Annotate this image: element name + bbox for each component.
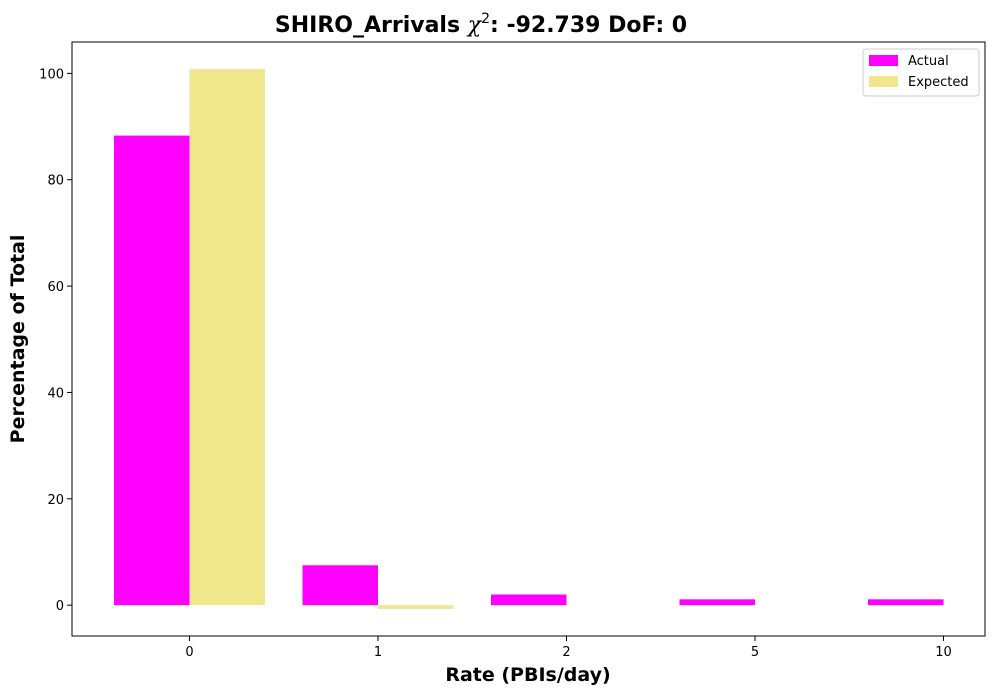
bar-actual-0 xyxy=(114,135,190,606)
y-tick-label-60: 60 xyxy=(47,280,64,295)
legend-swatch-expected xyxy=(869,76,898,87)
chart-title-chi: χ xyxy=(466,13,483,38)
bar-actual-10 xyxy=(868,599,944,606)
bar-actual-2 xyxy=(491,594,567,606)
x-axis-label: Rate (PBIs/day) xyxy=(445,664,610,686)
legend-label-expected: Expected xyxy=(908,75,969,90)
chart-title-sup: 2 xyxy=(481,11,490,27)
bar-actual-1 xyxy=(302,565,378,606)
y-axis-label: Percentage of Total xyxy=(7,235,29,444)
chart-title-prefix: SHIRO_Arrivals xyxy=(275,13,468,38)
chart-title-suffix: : -92.739 DoF: 0 xyxy=(490,13,687,38)
x-tick-label-1: 1 xyxy=(374,645,382,660)
axes-frame xyxy=(71,41,986,637)
x-tick-label-10: 10 xyxy=(935,645,952,660)
bar-expected-0 xyxy=(189,69,265,606)
legend-swatch-actual xyxy=(869,55,898,66)
y-tick-label-20: 20 xyxy=(47,493,64,508)
bar-expected-1 xyxy=(378,605,454,609)
y-tick-label-0: 0 xyxy=(56,599,64,614)
legend-label-actual: Actual xyxy=(908,54,949,69)
x-tick-label-5: 5 xyxy=(751,645,759,660)
y-tick-label-40: 40 xyxy=(47,386,64,401)
y-tick-label-100: 100 xyxy=(39,67,64,82)
chart-title: SHIRO_Arrivals χ2: -92.739 DoF: 0 xyxy=(275,11,687,38)
bar-actual-5 xyxy=(679,599,755,606)
legend: Actual Expected xyxy=(862,48,980,97)
x-tick-label-2: 2 xyxy=(562,645,570,660)
x-tick-label-0: 0 xyxy=(185,645,193,660)
y-tick-label-80: 80 xyxy=(47,174,64,189)
